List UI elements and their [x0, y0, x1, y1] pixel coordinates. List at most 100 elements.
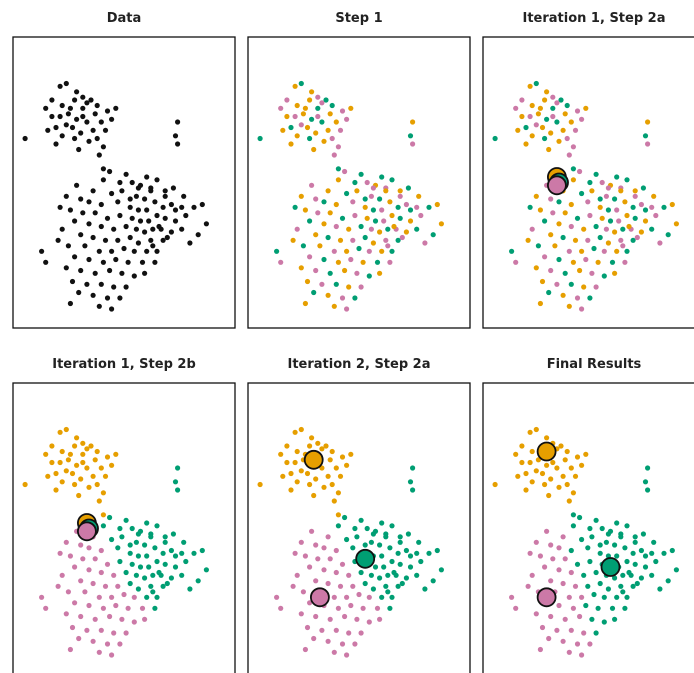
- data-point: [612, 542, 618, 548]
- data-point: [560, 580, 566, 587]
- data-point: [410, 465, 416, 471]
- data-point: [562, 210, 568, 216]
- data-point: [377, 270, 383, 276]
- data-point: [618, 583, 624, 589]
- data-point: [416, 539, 422, 545]
- data-point: [331, 152, 337, 158]
- data-point: [599, 525, 605, 532]
- data-point: [170, 531, 176, 537]
- data-point: [129, 525, 135, 532]
- data-point: [309, 528, 315, 534]
- data-point: [313, 232, 319, 238]
- data-point: [135, 185, 141, 191]
- data-point: [257, 481, 263, 488]
- data-point: [65, 589, 71, 595]
- data-point: [294, 572, 300, 578]
- data-point: [119, 270, 125, 276]
- data-point: [327, 210, 333, 216]
- data-point: [319, 446, 325, 452]
- data-point: [397, 534, 403, 540]
- data-point: [649, 226, 655, 232]
- data-point: [63, 193, 69, 199]
- data-point: [72, 481, 78, 488]
- data-point: [123, 569, 129, 576]
- data-point: [109, 116, 115, 122]
- data-point: [135, 586, 141, 592]
- data-point: [78, 578, 84, 584]
- data-point: [587, 295, 593, 301]
- data-point: [640, 531, 647, 537]
- data-point: [152, 199, 158, 205]
- data-point: [164, 580, 170, 587]
- data-point: [72, 135, 78, 142]
- data-point: [325, 188, 331, 194]
- data-point: [53, 487, 59, 493]
- data-point: [426, 204, 432, 210]
- data-point: [313, 267, 319, 274]
- data-point: [533, 265, 539, 271]
- data-point: [544, 89, 550, 95]
- data-point: [84, 465, 90, 471]
- data-point: [203, 221, 209, 227]
- data-point: [605, 531, 612, 537]
- data-point: [22, 481, 28, 488]
- data-point: [577, 613, 583, 620]
- data-point: [325, 534, 331, 540]
- data-point: [533, 80, 539, 87]
- data-point: [313, 196, 319, 202]
- data-point: [422, 586, 428, 592]
- data-point: [94, 448, 100, 455]
- data-point: [135, 207, 141, 213]
- data-point: [162, 534, 168, 540]
- data-point: [519, 443, 525, 449]
- data-point: [168, 229, 174, 235]
- data-point: [72, 254, 78, 260]
- data-point: [605, 185, 612, 191]
- data-point: [168, 201, 174, 208]
- data-point: [199, 547, 205, 554]
- data-point: [607, 218, 614, 224]
- data-point: [144, 207, 150, 213]
- panel-title-iteration-1-step-2a: Iteration 1, Step 2a: [523, 11, 666, 26]
- data-point: [379, 248, 385, 254]
- data-point: [298, 426, 304, 433]
- panel-step-1: Step 1: [247, 11, 471, 329]
- data-point: [614, 248, 620, 254]
- data-point: [356, 591, 362, 598]
- data-point: [661, 550, 667, 556]
- data-point: [154, 212, 160, 219]
- data-point: [618, 237, 624, 243]
- data-point: [92, 556, 98, 562]
- data-point: [80, 94, 86, 100]
- data-point: [335, 144, 341, 150]
- data-point: [309, 89, 315, 95]
- data-point: [568, 547, 574, 554]
- data-point: [410, 141, 416, 147]
- data-point: [550, 556, 556, 562]
- data-point: [315, 210, 321, 216]
- data-point: [372, 218, 379, 224]
- data-point: [645, 487, 651, 493]
- data-point: [113, 451, 119, 457]
- data-point: [162, 539, 168, 545]
- data-point: [90, 127, 96, 133]
- data-point: [387, 259, 393, 265]
- data-point: [673, 221, 680, 227]
- data-point: [321, 484, 327, 490]
- data-point: [574, 641, 581, 647]
- data-point: [129, 179, 135, 186]
- data-point: [577, 168, 583, 175]
- data-point: [84, 446, 90, 452]
- data-point: [560, 292, 566, 298]
- data-point: [414, 226, 420, 232]
- data-point: [509, 594, 515, 600]
- data-point: [579, 248, 585, 254]
- data-point: [560, 127, 566, 133]
- data-point: [434, 201, 440, 208]
- data-point: [579, 190, 585, 197]
- data-point: [554, 119, 560, 125]
- data-point: [148, 188, 154, 194]
- data-point: [181, 193, 187, 199]
- data-point: [601, 594, 607, 600]
